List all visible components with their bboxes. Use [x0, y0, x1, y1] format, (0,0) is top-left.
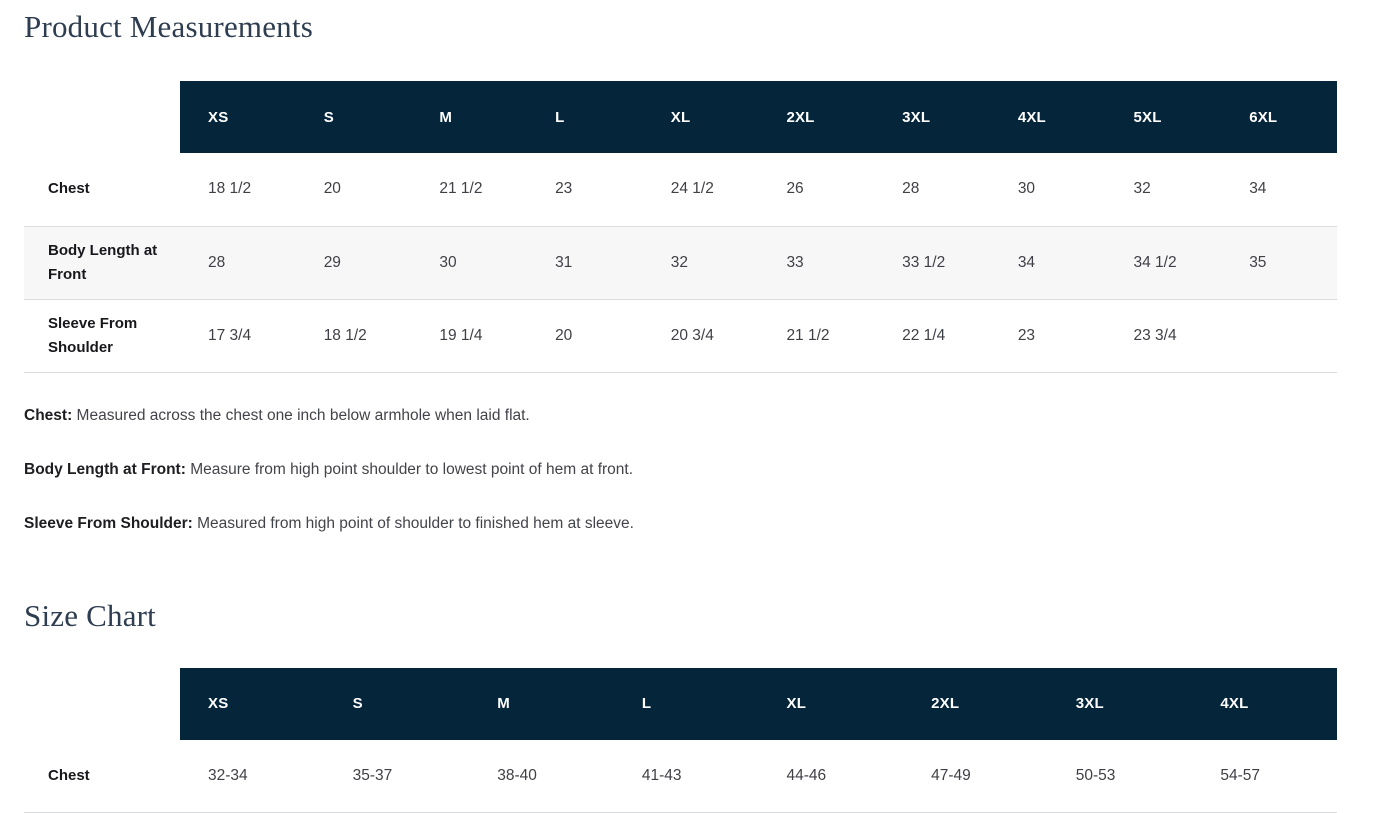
table-corner-cell: [24, 81, 180, 153]
measurement-cell: 23 3/4: [1106, 299, 1222, 372]
measurement-cell: 32: [1106, 153, 1222, 226]
row-label: Sleeve From Shoulder: [24, 299, 180, 372]
measurement-cell: 47-49: [903, 740, 1048, 813]
measurement-cell: 28: [874, 153, 990, 226]
measurement-cell: 30: [990, 153, 1106, 226]
size-column-header: 3XL: [1048, 668, 1193, 740]
measurement-cell: 33 1/2: [874, 226, 990, 299]
size-column-header: S: [296, 81, 412, 153]
table-row-body-length: Body Length at Front 28 29 30 31 32 33 3…: [24, 226, 1337, 299]
size-column-header: 4XL: [1192, 668, 1337, 740]
measurement-cell: 54-57: [1192, 740, 1337, 813]
measurement-cell: 21 1/2: [411, 153, 527, 226]
size-column-header: 5XL: [1106, 81, 1222, 153]
measurement-cell: 50-53: [1048, 740, 1193, 813]
table-row-sleeve: Sleeve From Shoulder 17 3/4 18 1/2 19 1/…: [24, 299, 1337, 372]
table-corner-cell: [24, 668, 180, 740]
measurement-cell: 18 1/2: [296, 299, 412, 372]
measurement-cell: 32: [643, 226, 759, 299]
measurement-cell: 32-34: [180, 740, 325, 813]
size-column-header: XL: [643, 81, 759, 153]
size-chart-title: Size Chart: [24, 597, 1337, 635]
definition-chest: Chest: Measured across the chest one inc…: [24, 405, 1337, 426]
size-column-header: L: [614, 668, 759, 740]
definition-text: Measured across the chest one inch below…: [77, 407, 530, 424]
measurement-cell: 44-46: [759, 740, 904, 813]
definition-sleeve: Sleeve From Shoulder: Measured from high…: [24, 513, 1337, 534]
measurement-cell: [1221, 299, 1337, 372]
size-column-header: XL: [759, 668, 904, 740]
definition-term: Sleeve From Shoulder:: [24, 515, 193, 532]
measurement-cell: 17 3/4: [180, 299, 296, 372]
measurement-cell: 34: [990, 226, 1106, 299]
measurement-cell: 20: [527, 299, 643, 372]
size-column-header: 4XL: [990, 81, 1106, 153]
table-row-chest: Chest 18 1/2 20 21 1/2 23 24 1/2 26 28 3…: [24, 153, 1337, 226]
measurement-cell: 31: [527, 226, 643, 299]
definition-term: Chest:: [24, 407, 72, 424]
size-column-header: S: [325, 668, 470, 740]
size-header-row: XS S M L XL 2XL 3XL 4XL: [24, 668, 1337, 740]
measurement-cell: 30: [411, 226, 527, 299]
size-column-header: 6XL: [1221, 81, 1337, 153]
measurement-cell: 35: [1221, 226, 1337, 299]
row-label: Body Length at Front: [24, 226, 180, 299]
measurement-cell: 26: [758, 153, 874, 226]
measurement-cell: 34 1/2: [1106, 226, 1222, 299]
table-row-chest-range: Chest 32-34 35-37 38-40 41-43 44-46 47-4…: [24, 740, 1337, 813]
size-column-header: XS: [180, 81, 296, 153]
size-header-row: XS S M L XL 2XL 3XL 4XL 5XL 6XL: [24, 81, 1337, 153]
measurement-cell: 22 1/4: [874, 299, 990, 372]
size-chart-table: XS S M L XL 2XL 3XL 4XL Chest 32-34 35-3…: [24, 668, 1337, 813]
measurement-cell: 35-37: [325, 740, 470, 813]
measurement-cell: 18 1/2: [180, 153, 296, 226]
row-label: Chest: [24, 153, 180, 226]
size-column-header: L: [527, 81, 643, 153]
measurement-cell: 29: [296, 226, 412, 299]
definition-body-length: Body Length at Front: Measure from high …: [24, 459, 1337, 480]
measurement-cell: 34: [1221, 153, 1337, 226]
size-column-header: XS: [180, 668, 325, 740]
product-measurements-table: XS S M L XL 2XL 3XL 4XL 5XL 6XL Chest 18…: [24, 81, 1337, 373]
size-column-header: M: [411, 81, 527, 153]
measurement-cell: 20: [296, 153, 412, 226]
row-label: Chest: [24, 740, 180, 813]
measurement-cell: 21 1/2: [758, 299, 874, 372]
measurement-cell: 33: [758, 226, 874, 299]
measurement-cell: 23: [527, 153, 643, 226]
measurement-cell: 41-43: [614, 740, 759, 813]
measurement-cell: 24 1/2: [643, 153, 759, 226]
size-column-header: 2XL: [758, 81, 874, 153]
measurement-cell: 23: [990, 299, 1106, 372]
definition-term: Body Length at Front:: [24, 461, 186, 478]
measurement-definitions: Chest: Measured across the chest one inc…: [24, 405, 1337, 534]
size-column-header: 2XL: [903, 668, 1048, 740]
measurement-cell: 19 1/4: [411, 299, 527, 372]
definition-text: Measure from high point shoulder to lowe…: [190, 461, 633, 478]
measurement-cell: 20 3/4: [643, 299, 759, 372]
product-measurements-title: Product Measurements: [24, 0, 1337, 46]
size-column-header: 3XL: [874, 81, 990, 153]
definition-text: Measured from high point of shoulder to …: [197, 515, 634, 532]
size-column-header: M: [469, 668, 614, 740]
measurement-cell: 38-40: [469, 740, 614, 813]
measurement-cell: 28: [180, 226, 296, 299]
